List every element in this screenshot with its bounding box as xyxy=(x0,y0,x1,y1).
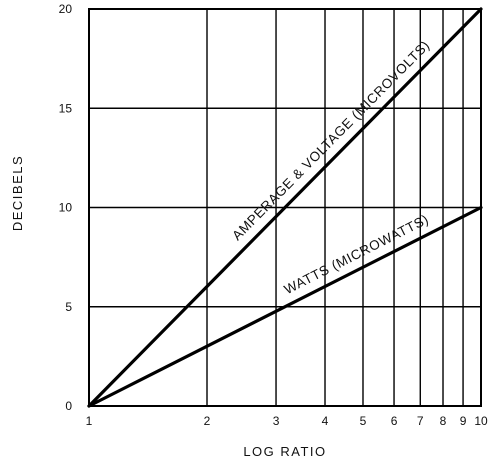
x-tick-label: 3 xyxy=(273,414,280,428)
x-axis-label: LOG RATIO xyxy=(243,444,326,459)
x-tick-label: 4 xyxy=(322,414,329,428)
y-axis-label: DECIBELS xyxy=(10,155,25,231)
series-labels: AMPERAGE & VOLTAGE (MICROVOLTS)WATTS (MI… xyxy=(229,37,432,297)
y-tick-label: 0 xyxy=(65,399,72,413)
y-tick-label: 15 xyxy=(59,101,73,115)
x-tick-label: 10 xyxy=(474,414,488,428)
x-tick-label: 1 xyxy=(86,414,93,428)
x-tick-label: 7 xyxy=(417,414,424,428)
series-lines xyxy=(87,7,483,408)
x-tick-label: 6 xyxy=(391,414,398,428)
series-line-2 xyxy=(87,205,483,408)
series-line-1 xyxy=(87,7,483,408)
x-tick-label: 5 xyxy=(360,414,367,428)
series-label-1: AMPERAGE & VOLTAGE (MICROVOLTS) xyxy=(229,37,432,243)
x-tick-label: 2 xyxy=(204,414,211,428)
x-tick-label: 8 xyxy=(440,414,447,428)
y-tick-labels: 0 5 10 15 20 xyxy=(59,2,73,413)
x-tick-label: 9 xyxy=(460,414,467,428)
y-tick-label: 5 xyxy=(65,300,72,314)
y-tick-label: 10 xyxy=(59,201,73,215)
series-label-2: WATTS (MICROWATTS) xyxy=(282,211,432,297)
x-tick-labels: 1 2 3 4 5 6 7 8 9 10 xyxy=(86,414,488,428)
y-tick-label: 20 xyxy=(59,2,73,16)
